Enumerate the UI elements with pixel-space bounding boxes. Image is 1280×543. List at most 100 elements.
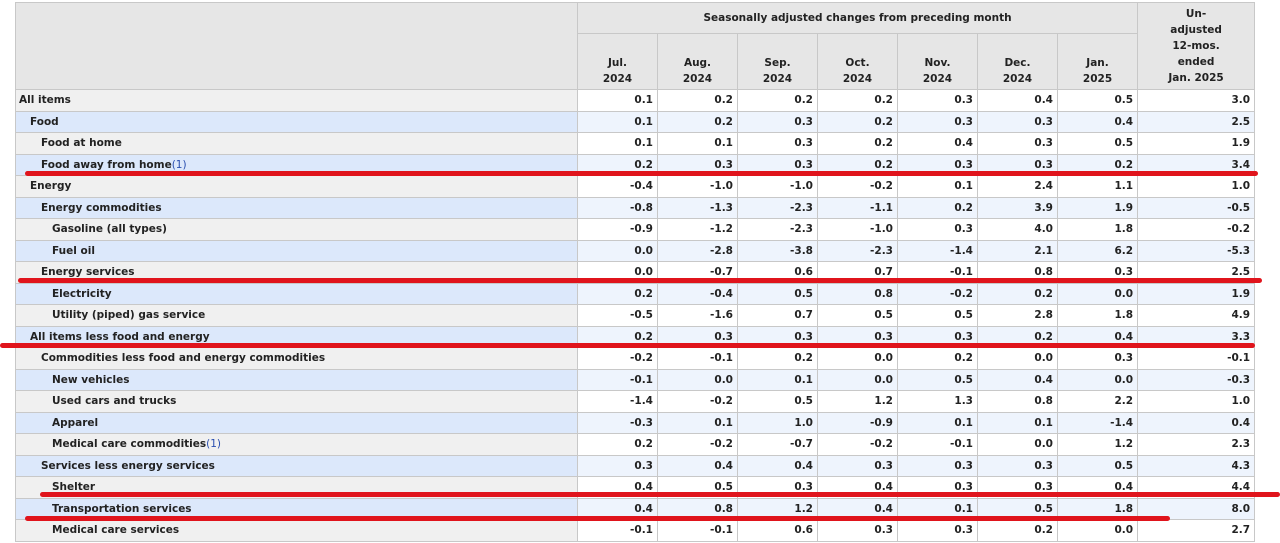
value-cell: 0.4 xyxy=(897,132,978,155)
table-row: Gasoline (all types) -0.9 -1.2 -2.3 -1.0 0.3 4… xyxy=(15,218,1256,241)
value-cell: 0.3 xyxy=(897,519,978,542)
label-text: Commodities less food and energy commodi… xyxy=(41,352,326,365)
value-cell: 0.3 xyxy=(977,454,1058,477)
footnote-link[interactable]: (1) xyxy=(171,158,187,171)
value-cell: 0.4 xyxy=(657,454,738,477)
value-cell: 0.3 xyxy=(657,153,738,176)
table-row: Used cars and trucks -1.4 -0.2 0.5 1.2 1.3 0.8… xyxy=(15,390,1256,413)
value-cell: 0.5 xyxy=(1056,454,1139,477)
row-label: Energy services xyxy=(15,261,578,284)
label-text: Utility (piped) gas service xyxy=(52,309,206,322)
value-cell: 0.3 xyxy=(1056,347,1139,370)
row-label: Used cars and trucks xyxy=(15,390,578,413)
table-row: Transportation services 0.4 0.8 1.2 0.4 0.1 0.… xyxy=(15,497,1256,520)
label-text: Energy commodities xyxy=(41,201,162,214)
table-row: Apparel -0.3 0.1 1.0 -0.9 0.1 0.1 -1.4 0.4 xyxy=(15,411,1256,434)
row-label: Gasoline (all types) xyxy=(15,218,578,241)
row-label: Medical care commodities(1) xyxy=(15,433,578,456)
value-cell: 0.2 xyxy=(977,282,1058,305)
header-line: Oct. xyxy=(845,57,870,69)
value-cell: 0.3 xyxy=(897,110,978,133)
value-cell: -0.5 xyxy=(1137,196,1256,219)
row-label: Medical care services xyxy=(15,519,578,542)
value-cell: 2.8 xyxy=(977,304,1058,327)
value-cell: 0.4 xyxy=(977,89,1058,112)
value-cell: 0.3 xyxy=(817,519,898,542)
value-cell: -0.1 xyxy=(897,433,978,456)
header-line: Dec. xyxy=(1004,57,1031,69)
value-cell: 0.3 xyxy=(817,325,898,348)
value-cell: -2.3 xyxy=(737,218,818,241)
header-line: Jan. xyxy=(1086,57,1109,69)
value-cell: -0.2 xyxy=(577,347,658,370)
value-cell: 0.0 xyxy=(1056,519,1139,542)
table-row: Medical care commodities(1) 0.2 -0.2 -0.7 -0… xyxy=(15,433,1256,456)
value-cell: 0.0 xyxy=(657,368,738,391)
label-text: Transportation services xyxy=(52,502,192,515)
value-cell: -3.8 xyxy=(737,239,818,262)
table-row: Commodities less food and energy commodi… xyxy=(15,347,1256,370)
value-cell: 0.7 xyxy=(817,261,898,284)
row-label: Electricity xyxy=(15,282,578,305)
column-header: Oct. 2024 xyxy=(817,33,898,90)
value-cell: -0.5 xyxy=(577,304,658,327)
value-cell: 1.2 xyxy=(817,390,898,413)
value-cell: -1.4 xyxy=(897,239,978,262)
value-cell: 0.6 xyxy=(737,261,818,284)
value-cell: -1.0 xyxy=(817,218,898,241)
value-cell: 2.2 xyxy=(1056,390,1139,413)
red-underline xyxy=(25,171,1258,176)
value-cell: -0.1 xyxy=(897,261,978,284)
header-line: Sep. xyxy=(764,57,791,69)
value-cell: -0.3 xyxy=(1137,368,1256,391)
value-cell: 0.3 xyxy=(897,89,978,112)
value-cell: -1.6 xyxy=(657,304,738,327)
value-cell: 0.3 xyxy=(977,132,1058,155)
value-cell: 0.1 xyxy=(897,175,978,198)
header-line: 2025 xyxy=(1082,73,1113,85)
header-line: Nov. xyxy=(924,57,951,69)
header-line: 12-mos. xyxy=(1172,40,1220,52)
label-text: Medical care commodities xyxy=(52,438,207,451)
value-cell: 0.0 xyxy=(817,368,898,391)
value-cell: -0.1 xyxy=(577,519,658,542)
value-cell: 1.8 xyxy=(1056,304,1139,327)
value-cell: 6.2 xyxy=(1056,239,1139,262)
row-label: Fuel oil xyxy=(15,239,578,262)
value-cell: 0.1 xyxy=(977,411,1058,434)
table-row: Utility (piped) gas service -0.5 -1.6 0.7 0.… xyxy=(15,304,1256,327)
header-row: Seasonally adjusted changes from precedi… xyxy=(15,2,1256,90)
table-row: Fuel oil 0.0 -2.8 -3.8 -2.3 -1.4 2.1 6.2 -5.3 xyxy=(15,239,1256,262)
value-cell: 0.2 xyxy=(977,325,1058,348)
red-underline xyxy=(18,278,1262,283)
value-cell: 0.5 xyxy=(1056,89,1139,112)
corner-cell xyxy=(15,2,578,90)
table-row: New vehicles -0.1 0.0 0.1 0.0 0.5 0.4 0.0 -0.3 xyxy=(15,368,1256,391)
value-cell: 0.3 xyxy=(897,218,978,241)
label-text: Energy services xyxy=(41,266,135,279)
table-row: All items 0.1 0.2 0.2 0.2 0.3 0.4 0.5 3.0 xyxy=(15,89,1256,112)
value-cell: 1.9 xyxy=(1137,282,1256,305)
value-cell: -1.4 xyxy=(577,390,658,413)
value-cell: 0.0 xyxy=(817,347,898,370)
value-cell: -0.2 xyxy=(657,433,738,456)
value-cell: 0.2 xyxy=(737,89,818,112)
value-cell: 0.5 xyxy=(1056,132,1139,155)
value-cell: 2.5 xyxy=(1137,110,1256,133)
red-underline xyxy=(40,492,1280,497)
value-cell: -0.2 xyxy=(1137,218,1256,241)
header-line: 2024 xyxy=(842,73,873,85)
value-cell: -0.2 xyxy=(817,175,898,198)
row-label: Utility (piped) gas service xyxy=(15,304,578,327)
value-cell: 0.0 xyxy=(577,239,658,262)
value-cell: 0.3 xyxy=(977,153,1058,176)
value-cell: 1.3 xyxy=(897,390,978,413)
value-cell: 3.0 xyxy=(1137,89,1256,112)
table-row: Food 0.1 0.2 0.3 0.2 0.3 0.3 0.4 2.5 xyxy=(15,110,1256,133)
value-cell: 3.9 xyxy=(977,196,1058,219)
footnote-link[interactable]: (1) xyxy=(206,438,222,451)
value-cell: 0.4 xyxy=(1137,411,1256,434)
value-cell: 0.4 xyxy=(1056,325,1139,348)
row-label: Commodities less food and energy commodi… xyxy=(15,347,578,370)
